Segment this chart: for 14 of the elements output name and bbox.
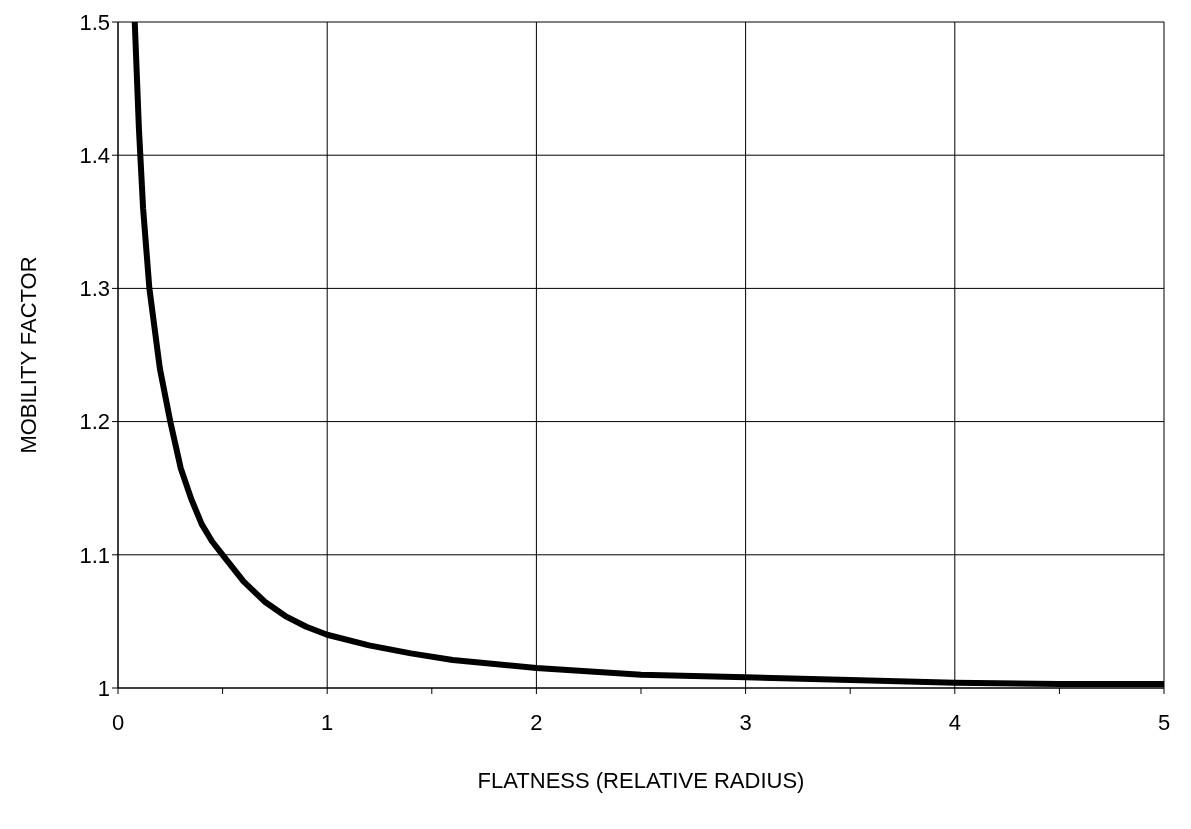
x-tick-label: 1 [321,709,334,735]
y-tick-label: 1.1 [79,542,110,568]
x-axis-title: FLATNESS (RELATIVE RADIUS) [477,768,805,793]
x-tick-label: 0 [111,709,125,735]
x-tick-label: 5 [1157,709,1171,735]
y-tick-label: 1.4 [79,143,110,169]
y-tick-label: 1.2 [79,409,110,435]
y-tick-label: 1.5 [79,9,110,35]
x-tick-label: 2 [530,709,543,735]
x-tick-label: 4 [948,709,961,735]
x-tick-label: 3 [739,709,752,735]
y-tick-label: 1.3 [79,276,110,302]
y-tick-label: 1 [97,675,110,701]
y-axis-title: MOBILITY FACTOR [15,256,41,454]
